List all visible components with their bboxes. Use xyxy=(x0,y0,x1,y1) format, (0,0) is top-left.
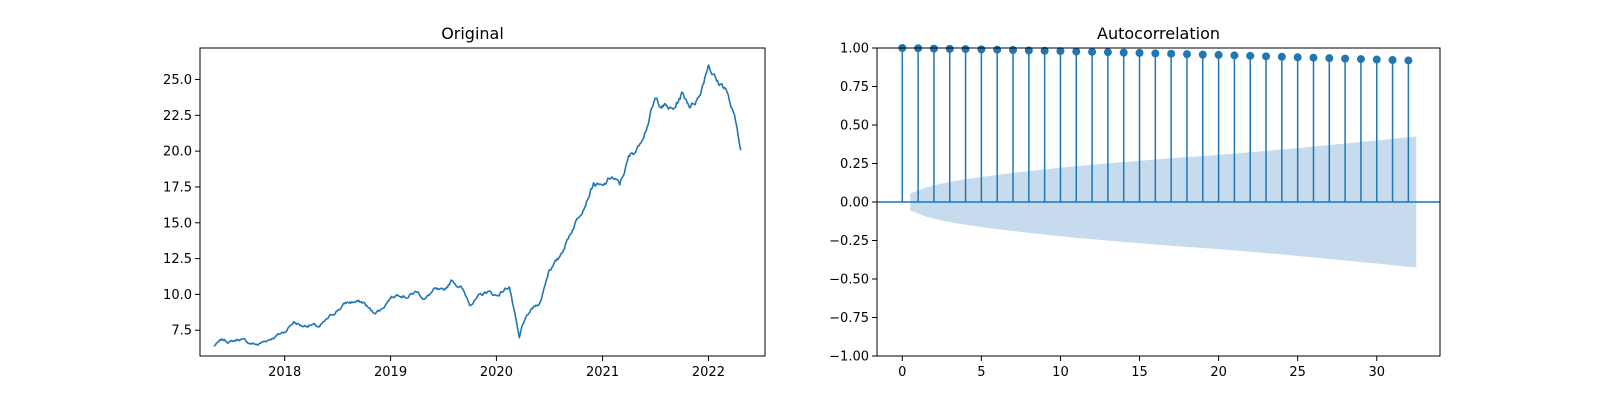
original-x-tick-label: 2021 xyxy=(586,365,619,380)
acf-stem-marker xyxy=(1103,48,1112,57)
acf-y-tick-label: −0.50 xyxy=(829,273,869,288)
acf-x-tick-label: 25 xyxy=(1289,365,1306,380)
autocorrelation-panel: Autocorrelation 0 5 10 15 20 25 30 −1.00 −0.75 −0… xyxy=(829,24,1441,381)
acf-stem-marker xyxy=(1214,50,1223,59)
acf-x-tick-label: 5 xyxy=(977,365,985,380)
acf-stem-marker xyxy=(1277,52,1286,61)
acf-stem-marker xyxy=(961,45,970,54)
acf-stem-marker xyxy=(1119,48,1128,57)
acf-stem-marker xyxy=(993,45,1002,54)
acf-stem-marker xyxy=(1388,56,1397,65)
original-y-tick-label: 22.5 xyxy=(163,109,192,124)
acf-x-tick-label: 10 xyxy=(1052,365,1069,380)
acf-x-tick-label: 30 xyxy=(1368,365,1385,380)
acf-y-tick-label: −0.75 xyxy=(829,311,869,326)
original-series-line xyxy=(213,64,742,347)
original-x-tick-label: 2019 xyxy=(374,365,407,380)
acf-stem-marker xyxy=(1262,52,1271,61)
original-axis-ticks: 2018 2019 2020 2021 2022 7.5 10.0 12.5 15.0 17.5 2… xyxy=(163,73,725,380)
original-chart-title: Original xyxy=(441,24,504,43)
acf-stem-marker xyxy=(1151,49,1160,58)
acf-x-tick-label: 20 xyxy=(1210,365,1227,380)
acf-stem-marker xyxy=(1198,50,1207,59)
acf-stem-marker xyxy=(1293,53,1302,62)
acf-x-tick-label: 0 xyxy=(898,365,906,380)
acf-y-tick-label: −0.25 xyxy=(829,234,869,249)
acf-y-tick-label: 0.00 xyxy=(840,196,869,211)
acf-stem-marker xyxy=(1182,50,1191,59)
original-y-tick-label: 10.0 xyxy=(163,288,192,303)
original-plot-frame xyxy=(199,47,766,357)
acf-stem-marker xyxy=(1309,53,1318,62)
original-series-panel: Original 2018 2019 2020 2021 2022 7.5 10.0 12.5… xyxy=(163,24,766,380)
original-y-tick-label: 17.5 xyxy=(163,180,192,195)
acf-stem-marker xyxy=(1088,47,1097,56)
autocorrelation-chart-title: Autocorrelation xyxy=(1097,24,1220,43)
original-y-tick-label: 25.0 xyxy=(163,73,192,88)
acf-plot-frame xyxy=(876,47,1441,357)
acf-y-tick-label: 1.00 xyxy=(840,42,869,57)
acf-y-tick-label: 0.50 xyxy=(840,119,869,134)
acf-stem-marker xyxy=(1356,55,1365,64)
acf-stem-marker xyxy=(977,45,986,54)
acf-stem-marker xyxy=(1135,48,1144,57)
original-x-tick-label: 2022 xyxy=(692,365,725,380)
acf-stem-marker xyxy=(1246,51,1255,60)
acf-stem-marker xyxy=(1072,47,1081,56)
acf-stem-marker xyxy=(1167,49,1176,58)
acf-y-tick-label: 0.75 xyxy=(840,80,869,95)
acf-x-tick-label: 15 xyxy=(1131,365,1148,380)
acf-y-tick-label: −1.00 xyxy=(829,350,869,365)
acf-stem-marker xyxy=(1056,47,1065,56)
acf-y-tick-label: 0.25 xyxy=(840,157,869,172)
acf-stem-marker xyxy=(945,44,954,53)
acf-stem-marker xyxy=(1040,46,1049,55)
acf-stem-marker xyxy=(929,44,938,53)
original-y-tick-label: 7.5 xyxy=(171,324,192,339)
acf-stem-marker xyxy=(1372,55,1381,64)
acf-stem-marker xyxy=(1009,46,1018,55)
original-x-tick-label: 2018 xyxy=(268,365,301,380)
acf-axis-ticks: 0 5 10 15 20 25 30 −1.00 −0.75 −0.50 −0.25 0.00 0.25… xyxy=(829,42,1385,381)
original-y-tick-label: 20.0 xyxy=(163,145,192,160)
acf-stem-marker xyxy=(1404,56,1413,65)
acf-stem-marker xyxy=(1341,54,1350,63)
acf-stem-marker xyxy=(1325,54,1334,63)
original-x-tick-label: 2020 xyxy=(480,365,513,380)
acf-stems xyxy=(898,44,1413,202)
acf-stem-marker xyxy=(1230,51,1239,60)
original-y-tick-label: 15.0 xyxy=(163,216,192,231)
original-y-tick-label: 12.5 xyxy=(163,252,192,267)
